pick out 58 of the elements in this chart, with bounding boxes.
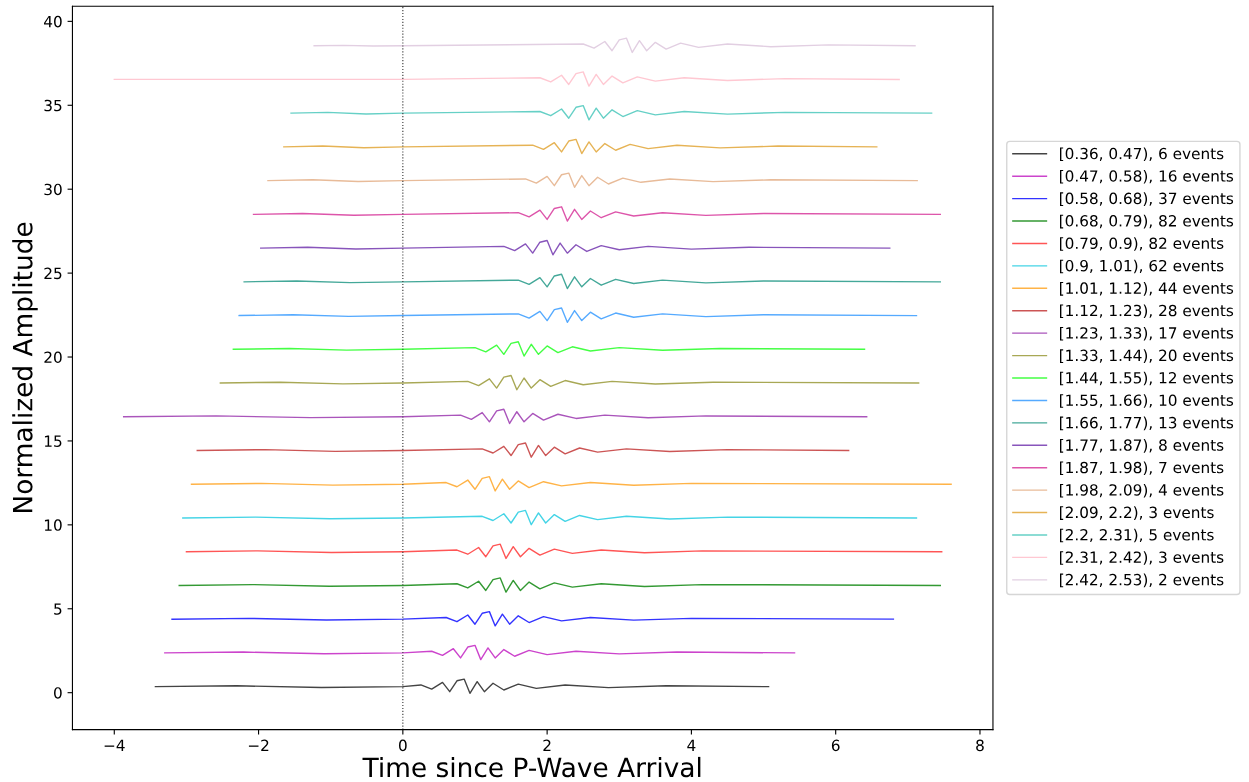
line-series bbox=[171, 610, 895, 627]
x-axis-title: Time since P-Wave Arrival bbox=[362, 756, 701, 778]
legend-label: [1.44, 1.55), 12 events bbox=[1060, 371, 1234, 386]
line-series bbox=[232, 341, 866, 357]
line-series bbox=[219, 374, 920, 391]
line-series bbox=[196, 442, 850, 458]
x-tick-label: 6 bbox=[831, 739, 840, 752]
legend-label: [0.68, 0.79), 82 events bbox=[1060, 214, 1234, 229]
legend-label: [2.2, 2.31), 5 events bbox=[1060, 528, 1214, 543]
legend-label: [0.79, 0.9), 82 events bbox=[1060, 237, 1224, 251]
y-axis-title: Normalized Amplitude bbox=[12, 222, 38, 512]
line-series bbox=[252, 206, 941, 222]
line-series bbox=[260, 239, 891, 256]
line-series bbox=[290, 104, 933, 121]
legend-label: [2.31, 2.42), 3 events bbox=[1060, 551, 1224, 565]
legend-label: [1.87, 1.98), 7 events bbox=[1060, 461, 1224, 476]
legend-label: [1.12, 1.23), 28 events bbox=[1060, 304, 1234, 319]
y-tick-label: 30 bbox=[44, 183, 62, 196]
x-tick-label: 2 bbox=[543, 739, 551, 751]
legend-label: [1.01, 1.12), 44 events bbox=[1060, 282, 1234, 296]
y-tick-label: 40 bbox=[44, 15, 62, 28]
line-series bbox=[243, 273, 941, 290]
line-series bbox=[113, 71, 900, 87]
y-tick-label: 25 bbox=[44, 267, 62, 280]
legend-label: [0.58, 0.68), 37 events bbox=[1060, 192, 1234, 206]
line-series bbox=[190, 475, 952, 492]
legend-label: [0.36, 0.47), 6 events bbox=[1060, 147, 1224, 162]
line-series bbox=[283, 138, 878, 155]
y-tick-label: 10 bbox=[44, 519, 62, 531]
y-tick-label: 0 bbox=[54, 687, 62, 699]
legend-label: [0.47, 0.58), 16 events bbox=[1060, 169, 1234, 184]
legend-label: [2.42, 2.53), 2 events bbox=[1060, 573, 1224, 588]
legend-label: [2.09, 2.2), 3 events bbox=[1060, 506, 1214, 520]
line-series bbox=[185, 543, 943, 560]
y-tick-label: 15 bbox=[44, 435, 62, 447]
legend-label: [1.98, 2.09), 4 events bbox=[1060, 483, 1224, 498]
line-series bbox=[122, 408, 868, 425]
legend-label: [1.77, 1.87), 8 events bbox=[1060, 439, 1224, 453]
line-series bbox=[313, 37, 916, 54]
legend-label: [1.66, 1.77), 13 events bbox=[1060, 416, 1234, 431]
x-tick-label: 8 bbox=[976, 739, 984, 752]
line-series bbox=[182, 509, 918, 526]
y-tick-label: 20 bbox=[44, 351, 62, 364]
legend-label: [1.23, 1.33), 17 events bbox=[1060, 326, 1234, 341]
y-tick-label: 35 bbox=[44, 99, 62, 112]
line-series bbox=[178, 577, 941, 593]
x-tick-label: −2 bbox=[248, 739, 269, 751]
line-series bbox=[164, 644, 796, 661]
x-tick-label: −4 bbox=[104, 739, 125, 751]
x-tick-label: 4 bbox=[687, 739, 696, 751]
legend-label: [0.9, 1.01), 62 events bbox=[1060, 259, 1224, 274]
line-series bbox=[154, 678, 770, 695]
x-tick-label: 0 bbox=[398, 739, 407, 752]
y-tick-label: 5 bbox=[54, 603, 62, 615]
legend-label: [1.55, 1.66), 10 events bbox=[1060, 394, 1234, 408]
legend-label: [1.33, 1.44), 20 events bbox=[1060, 349, 1234, 363]
line-series bbox=[238, 307, 918, 323]
line-series bbox=[267, 172, 918, 189]
